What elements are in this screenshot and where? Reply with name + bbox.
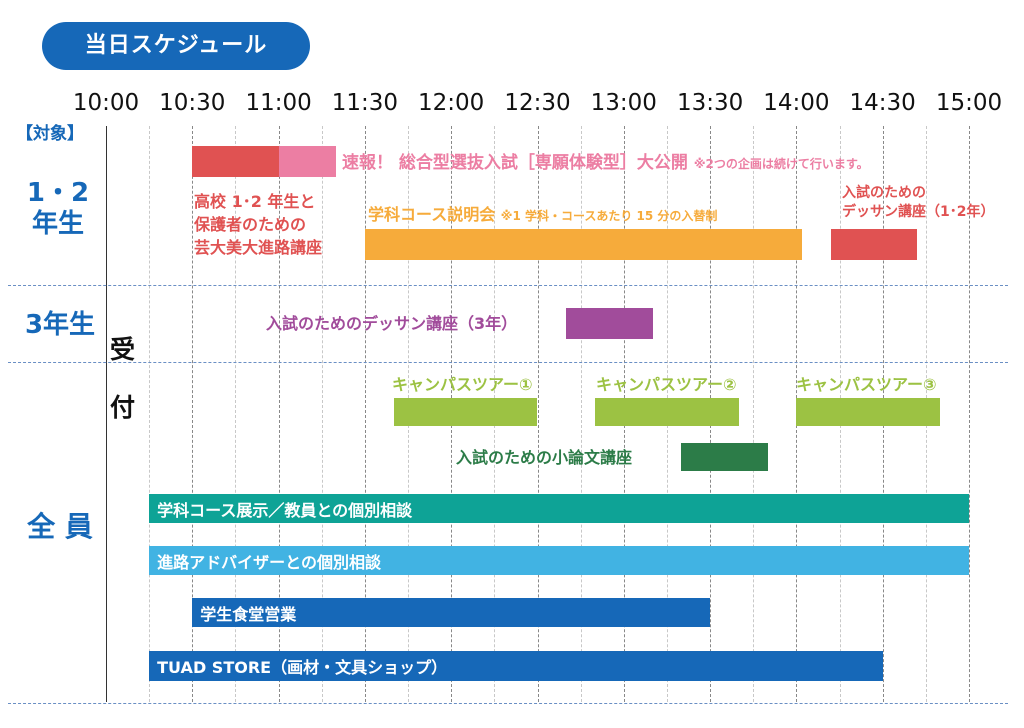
dessin-12-line1: 入試のための <box>842 185 926 201</box>
time-tick-1200: 12:00 <box>418 90 485 116</box>
gridline-quarter-2 <box>321 126 323 702</box>
reception-label-2: 付 <box>110 393 136 422</box>
group-label-grade12: 1・2 年生 <box>18 178 98 240</box>
divider-2 <box>8 362 1008 363</box>
route-lecture-line2: 保護者のための <box>194 215 307 235</box>
flash-news-title: 速報！ 総合型選抜入試［専願体験型］大公開 <box>342 153 688 173</box>
dept-course-label: 学科コース説明会 ※1 学科・コースあたり 15 分の入替制 <box>368 204 717 226</box>
route-lecture-line3: 芸大美大進路講座 <box>194 238 323 258</box>
tour-2-bar <box>595 398 739 426</box>
group-label-grade3: 3年生 <box>24 310 96 340</box>
dessin-12-line2: デッサン講座（1･2年） <box>842 203 995 220</box>
cafeteria-label: 学生食堂営業 <box>200 604 297 624</box>
time-tick-1230: 12:30 <box>504 90 571 116</box>
flash-news-bar <box>278 146 337 177</box>
flash-news-note: ※2つの企画は続けて行います。 <box>693 157 869 171</box>
dessin-12-bar <box>830 229 918 260</box>
gridline-1100 <box>278 126 280 702</box>
gridline-1030 <box>192 126 194 702</box>
store-label: TUAD STORE（画材・文具ショップ） <box>157 658 448 677</box>
reception-label-1: 受 <box>110 335 136 364</box>
gridline-1000 <box>106 126 107 702</box>
dept-course-note: ※1 学科・コースあたり 15 分の入替制 <box>500 209 718 223</box>
route-lecture-label: 高校 1･2 年生と 保護者のための 芸大美大進路講座 <box>194 190 322 260</box>
tour-3-label: キャンパスツアー③ <box>796 375 937 394</box>
dessin-3-bar <box>566 308 653 339</box>
time-tick-1400: 14:00 <box>763 90 830 116</box>
store-bar: TUAD STORE（画材・文具ショップ） <box>149 651 883 681</box>
gridline-quarter-7 <box>753 126 755 702</box>
time-tick-1100: 11:00 <box>245 90 312 116</box>
gridline-quarter-5 <box>580 126 582 702</box>
dept-course-bar <box>364 229 803 260</box>
tour-3-bar <box>796 398 941 426</box>
divider-3 <box>8 703 1008 704</box>
time-tick-1500: 15:00 <box>935 90 1003 116</box>
essay-lecture-label: 入試のための小論文講座 <box>456 448 633 467</box>
route-lecture-line1: 高校 1･2 年生と <box>194 192 316 211</box>
dept-course-title: 学科コース説明会 <box>368 205 496 224</box>
essay-lecture-bar <box>681 443 768 471</box>
time-tick-1330: 13:30 <box>676 90 744 116</box>
tour-1-bar <box>393 398 538 426</box>
dessin-3-label: 入試のためのデッサン講座（3年） <box>266 314 518 333</box>
dessin-12-label: 入試のための デッサン講座（1･2年） <box>842 184 994 222</box>
group-label-all: 全 員 <box>27 510 93 543</box>
gridline-1500 <box>969 126 970 702</box>
time-tick-1030: 10:30 <box>159 90 226 116</box>
gridline-quarter-1 <box>235 126 237 702</box>
time-tick-1430: 14:30 <box>849 90 916 116</box>
exhibit-consult-bar: 学科コース展示／教員との個別相談 <box>149 494 969 523</box>
gridline-quarter-0 <box>149 126 151 702</box>
time-tick-1130: 11:30 <box>331 90 399 116</box>
tour-1-label: キャンパスツアー① <box>392 375 533 394</box>
time-tick-1300: 13:00 <box>590 90 657 116</box>
divider-1 <box>8 285 1008 286</box>
gridline-1230 <box>537 126 539 702</box>
group-label-grade12-line1: 1・2 <box>26 178 90 208</box>
advisor-consult-bar: 進路アドバイザーとの個別相談 <box>149 546 969 575</box>
cafeteria-bar: 学生食堂営業 <box>192 598 711 627</box>
target-header: 【対象】 <box>16 124 84 144</box>
gridline-1130 <box>364 126 366 702</box>
page-title: 当日スケジュール <box>42 22 310 70</box>
tour-2-label: キャンパスツアー② <box>596 375 737 394</box>
time-tick-1000: 10:00 <box>72 90 140 116</box>
route-lecture-bar <box>192 146 279 177</box>
advisor-consult-label: 進路アドバイザーとの個別相談 <box>157 552 381 572</box>
group-label-grade12-line2: 年生 <box>31 209 84 240</box>
flash-news-label: 速報！ 総合型選抜入試［専願体験型］大公開 ※2つの企画は続けて行います。 <box>342 152 869 175</box>
exhibit-consult-label: 学科コース展示／教員との個別相談 <box>157 500 413 520</box>
